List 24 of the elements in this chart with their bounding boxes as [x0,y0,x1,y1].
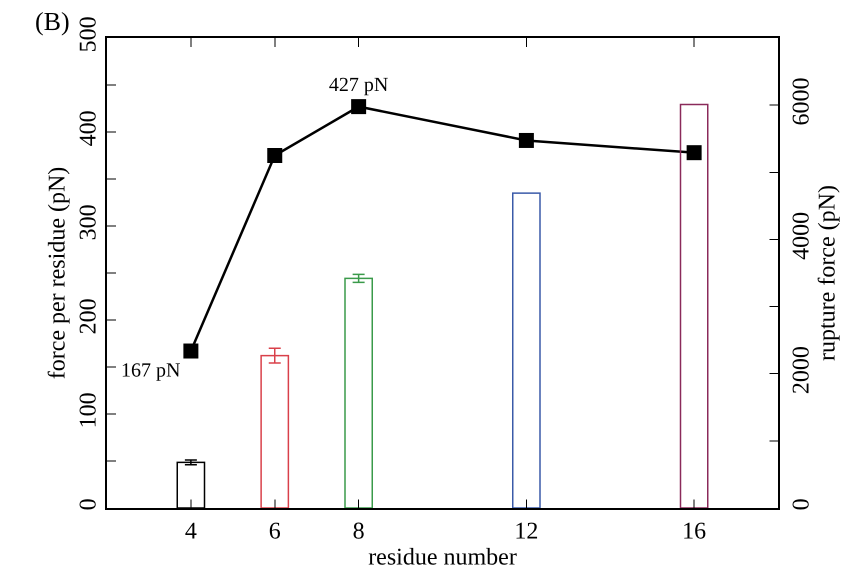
y-tick-label: 100 [76,392,102,428]
x-tick-label: 4 [184,518,197,545]
y2-tick-label: 6000 [788,78,815,126]
x-tick-label: 12 [514,518,538,545]
y-tick-label: 500 [76,16,102,52]
y2-tick-label: 2000 [788,346,815,394]
y-tick-label: 200 [76,298,102,334]
y-tick-label: 0 [76,498,102,510]
y-axis-title: force per residue (pN) [44,166,70,380]
bar [512,192,541,508]
y-tick-label: 400 [76,110,102,146]
y-tick-label: 300 [76,204,102,240]
y2-tick-label: 4000 [788,212,815,260]
data-label: 427 pN [328,74,388,96]
x-tick-label: 6 [268,518,281,545]
text: (B) [35,7,70,36]
y2-axis-title: rupture force (pN) [814,185,841,361]
x-tick-label: 16 [682,518,706,545]
x-tick-label: 8 [352,518,365,545]
data-label: 167 pN [121,359,181,382]
y2-tick-label: 0 [788,498,815,510]
bar [344,278,373,508]
bar [680,104,708,508]
x-axis-title: residue number [368,544,517,571]
